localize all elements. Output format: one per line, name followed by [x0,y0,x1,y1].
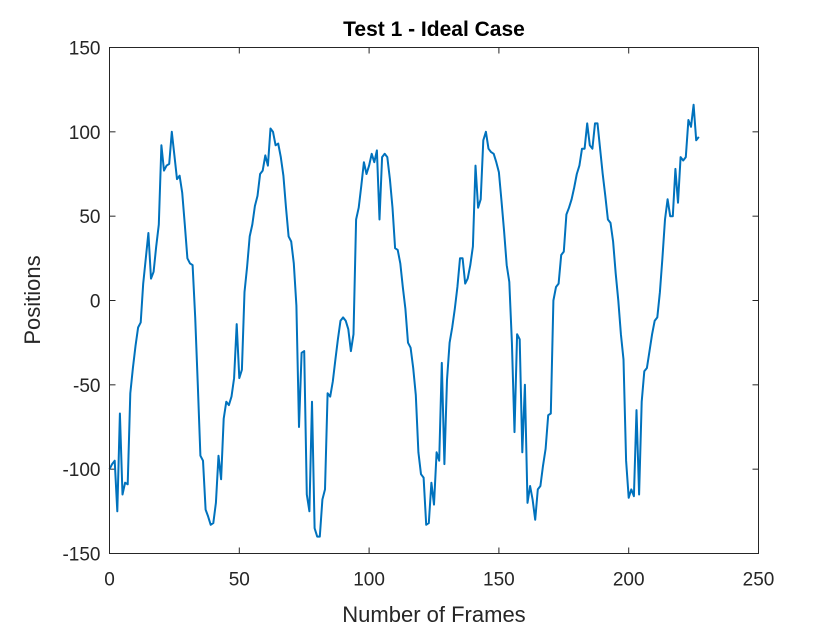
y-tick-label: -100 [62,460,100,481]
x-tick-label: 50 [229,570,250,591]
y-tick-label: 150 [69,39,101,60]
y-tick-label: -150 [62,545,100,566]
y-tick-label: -50 [73,376,100,397]
x-tick-label: 0 [104,570,115,591]
x-tick-label: 200 [613,570,645,591]
y-tick-label: 50 [79,207,100,228]
x-tick-label: 250 [743,570,775,591]
chart-title: Test 1 - Ideal Case [343,18,525,41]
y-tick-label: 0 [90,292,101,313]
x-axis-ticks: 0 50 100 150 200 250 [104,47,775,591]
y-axis-ticks: 150 100 50 0 -50 -100 -150 [62,39,759,566]
plot-area [109,47,758,553]
series-line [108,103,700,538]
x-tick-label: 100 [353,570,385,591]
x-axis-label: Number of Frames [342,602,525,627]
axes-box [109,47,759,554]
x-tick-label: 150 [483,570,515,591]
y-axis-label: Positions [20,255,45,344]
y-tick-label: 100 [69,123,101,144]
